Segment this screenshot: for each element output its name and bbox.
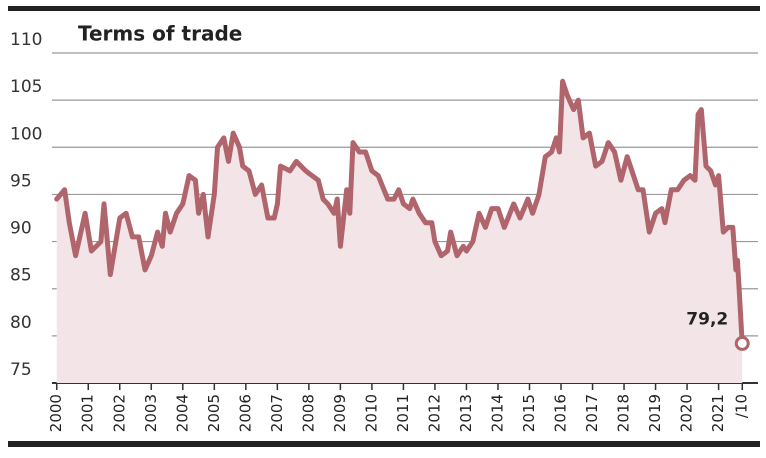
x-tick-label: 2016 xyxy=(552,394,570,432)
x-tick-label: 2014 xyxy=(488,394,506,432)
x-tick-label: 2007 xyxy=(268,394,286,432)
x-tick-label: 2009 xyxy=(331,394,349,432)
top-rule xyxy=(8,6,760,11)
x-tick-label: 2011 xyxy=(394,394,412,432)
x-tick-label: 2017 xyxy=(583,394,601,432)
x-tick-label: 2015 xyxy=(520,394,538,432)
x-tick-label: 2010 xyxy=(362,394,380,432)
x-tick-label: /10 xyxy=(733,394,751,418)
x-tick-label: 2003 xyxy=(142,394,160,432)
y-tick-label: 105 xyxy=(10,77,42,97)
annotation: 79,2 xyxy=(686,309,728,329)
x-tick-label: 2021 xyxy=(709,394,727,432)
line xyxy=(54,78,745,346)
x-tick-label: 2013 xyxy=(457,394,475,432)
y-tick-label: 95 xyxy=(10,171,32,191)
x-tick-label: 2018 xyxy=(615,394,633,432)
x-tick-label: 2004 xyxy=(173,394,191,432)
x-tick-label: 2008 xyxy=(299,394,317,432)
end-marker xyxy=(734,335,750,351)
x-tick-label: 2000 xyxy=(47,394,65,432)
y-tick-label: 85 xyxy=(10,266,32,286)
x-tick-label: 2001 xyxy=(79,394,97,432)
chart-title: Terms of trade xyxy=(78,22,242,46)
y-tick-label: 80 xyxy=(10,313,32,333)
y-tick-label: 90 xyxy=(10,219,32,239)
x-tick-label: 2019 xyxy=(646,394,664,432)
x-tick-label: 2012 xyxy=(425,394,443,432)
area-fill xyxy=(56,81,743,384)
x-tick-label: 2002 xyxy=(110,394,128,432)
y-tick-label: 75 xyxy=(10,360,32,380)
y-tick-label: 110 xyxy=(10,30,42,50)
x-tick-label: 2005 xyxy=(205,394,223,432)
x-tick-label: 2020 xyxy=(678,394,696,432)
y-tick-label: 100 xyxy=(10,124,42,144)
x-tick-label: 2006 xyxy=(236,394,254,432)
bottom-rule xyxy=(8,441,760,447)
